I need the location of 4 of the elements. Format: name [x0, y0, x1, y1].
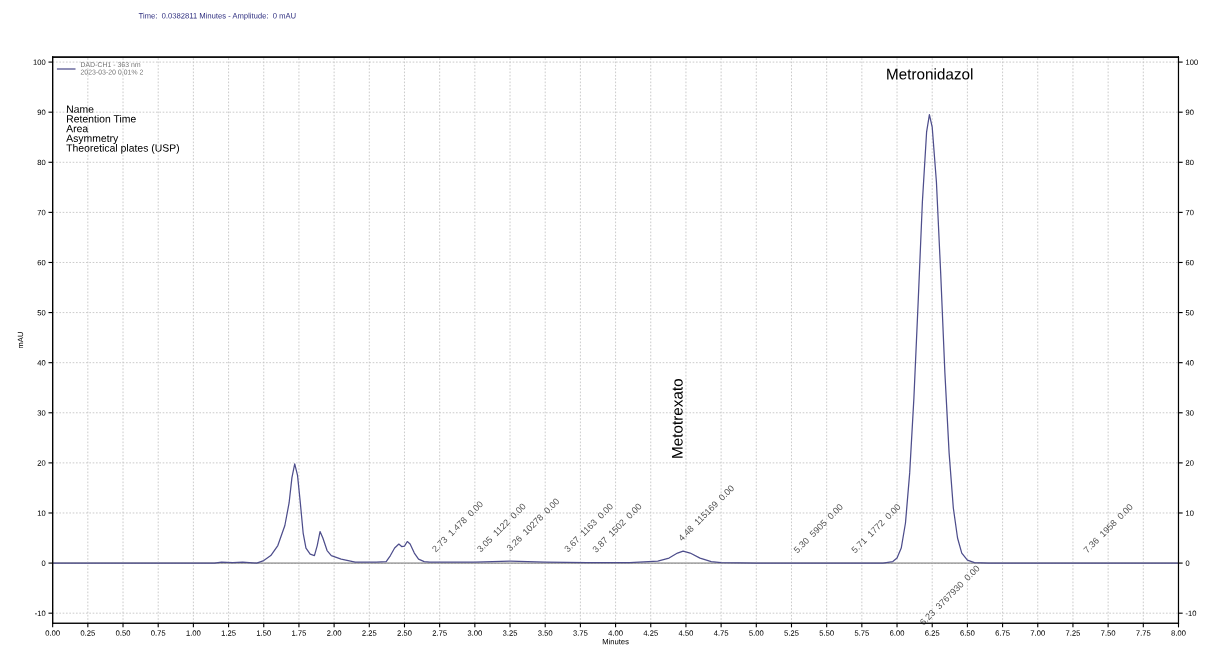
line-series	[52, 114, 1179, 564]
annotation: Metronidazol	[887, 68, 973, 80]
annotation: Metotrexato	[672, 378, 683, 458]
annotation: Name Retention Time Area Asymmetry Theoretical plates (USP)	[66, 105, 179, 154]
